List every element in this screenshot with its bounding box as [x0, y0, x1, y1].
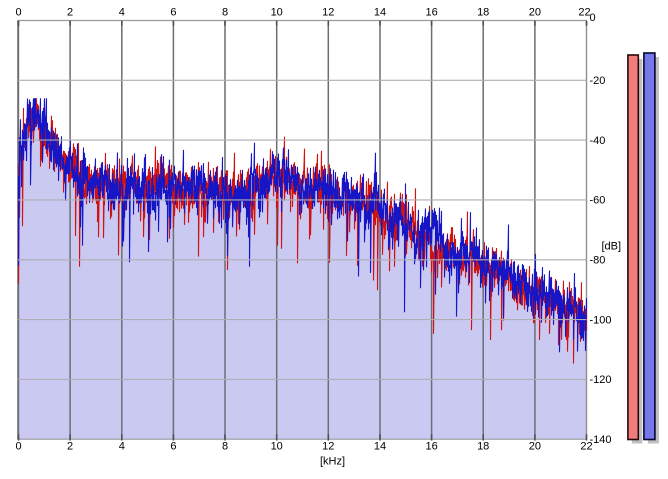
- svg-text:8: 8: [222, 7, 228, 19]
- svg-text:20: 20: [529, 7, 541, 19]
- svg-text:-100: -100: [590, 314, 612, 326]
- svg-text:-120: -120: [590, 374, 612, 386]
- svg-text:4: 4: [119, 441, 125, 453]
- svg-text:14: 14: [374, 441, 386, 453]
- svg-text:22: 22: [580, 441, 592, 453]
- svg-text:-40: -40: [590, 135, 606, 147]
- svg-text:6: 6: [170, 7, 176, 19]
- svg-text:18: 18: [477, 7, 489, 19]
- svg-text:-20: -20: [590, 75, 606, 87]
- svg-text:8: 8: [222, 441, 228, 453]
- svg-text:-60: -60: [590, 195, 606, 207]
- svg-text:14: 14: [374, 7, 386, 19]
- svg-text:18: 18: [477, 441, 489, 453]
- svg-text:16: 16: [425, 441, 437, 453]
- svg-text:6: 6: [170, 441, 176, 453]
- svg-text:0: 0: [15, 441, 21, 453]
- svg-text:-140: -140: [590, 434, 612, 446]
- svg-text:0: 0: [15, 7, 21, 19]
- svg-text:2: 2: [67, 7, 73, 19]
- svg-text:16: 16: [425, 7, 437, 19]
- svg-text:22: 22: [578, 7, 590, 19]
- svg-text:10: 10: [271, 441, 283, 453]
- svg-text:20: 20: [529, 441, 541, 453]
- svg-text:[dB]: [dB]: [602, 241, 622, 253]
- svg-text:-80: -80: [590, 255, 606, 267]
- svg-text:0: 0: [590, 12, 596, 24]
- svg-text:10: 10: [271, 7, 283, 19]
- svg-text:[kHz]: [kHz]: [320, 456, 345, 468]
- svg-text:12: 12: [322, 7, 334, 19]
- svg-text:12: 12: [322, 441, 334, 453]
- svg-text:2: 2: [67, 441, 73, 453]
- svg-text:4: 4: [119, 7, 125, 19]
